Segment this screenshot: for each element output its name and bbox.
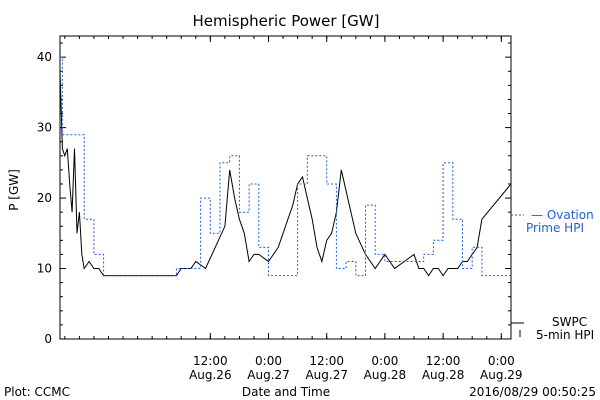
footer-timestamp: 2016/08/29 00:50:25	[469, 385, 596, 399]
x-tick-label-time: 0:00	[371, 354, 398, 368]
y-tick-label: 30	[37, 121, 52, 135]
x-tick-label-date: Aug.27	[305, 368, 348, 382]
x-tick-label-time: 0:00	[255, 354, 282, 368]
x-tick-label-date: Aug.29	[480, 368, 523, 382]
legend-swpc-label-2: 5-min HPI	[536, 328, 594, 342]
x-tick-label-time: 12:00	[309, 354, 344, 368]
x-tick-label-time: 0:00	[488, 354, 515, 368]
plot-frame	[59, 35, 512, 340]
x-tick-label-date: Aug.28	[364, 368, 407, 382]
series-ovation-line	[60, 56, 511, 277]
footer-credit: Plot: CCMC	[4, 385, 70, 399]
x-axis: 12:00Aug.260:00Aug.2712:00Aug.270:00Aug.…	[64, 36, 523, 382]
legend: — Ovation Prime HPI SWPC 5-min HPI	[511, 208, 594, 342]
x-tick-label-date: Aug.27	[247, 368, 290, 382]
series-swpc-line	[59, 71, 512, 277]
y-tick-label: 10	[37, 262, 52, 276]
x-tick-label-time: 12:00	[193, 354, 228, 368]
y-tick-label: 0	[44, 332, 52, 346]
x-tick-label-date: Aug.26	[189, 368, 232, 382]
plot-area	[59, 35, 512, 340]
series-layer	[59, 56, 512, 277]
legend-swpc-label: SWPC	[552, 315, 587, 329]
y-axis-label: P [GW]	[7, 169, 21, 211]
x-tick-label-date: Aug.28	[422, 368, 465, 382]
x-tick-label-time: 12:00	[426, 354, 461, 368]
chart-title: Hemispheric Power [GW]	[193, 12, 380, 30]
legend-ovation-label: — Ovation	[531, 208, 594, 222]
y-tick-label: 20	[37, 191, 52, 205]
y-tick-label: 40	[37, 50, 52, 64]
legend-ovation-label-2: Prime HPI	[526, 221, 584, 235]
y-axis: 0 10 20 30 40	[37, 42, 511, 346]
x-axis-label: Date and Time	[242, 385, 330, 399]
